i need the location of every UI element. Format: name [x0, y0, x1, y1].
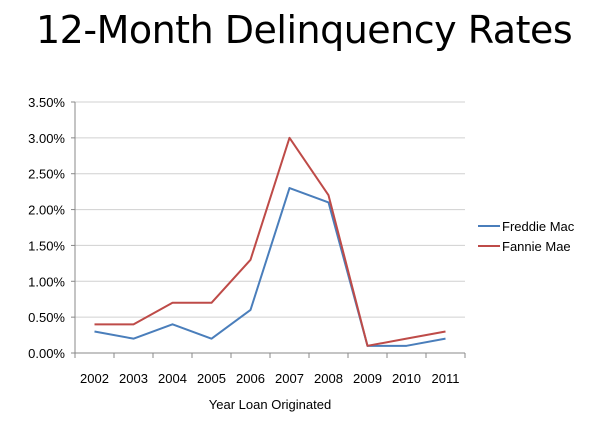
y-tick-label: 1.00% — [28, 274, 65, 289]
legend-label: Freddie Mac — [502, 219, 575, 234]
x-tick-label: 2008 — [314, 371, 343, 386]
x-tick-label: 2007 — [275, 371, 304, 386]
x-tick-label: 2006 — [236, 371, 265, 386]
x-tick-label: 2009 — [353, 371, 382, 386]
x-tick-label: 2002 — [80, 371, 109, 386]
legend-label: Fannie Mae — [502, 239, 571, 254]
y-tick-label: 2.00% — [28, 203, 65, 218]
x-axis-title: Year Loan Originated — [209, 397, 331, 412]
chart-title: 12-Month Delinquency Rates — [36, 8, 573, 52]
x-tick-label: 2011 — [432, 371, 460, 386]
y-tick-label: 1.50% — [28, 238, 65, 253]
x-tick-label: 2003 — [119, 371, 148, 386]
y-tick-label: 3.50% — [28, 95, 65, 110]
x-tick-label: 2010 — [392, 371, 421, 386]
x-tick-label: 2004 — [158, 371, 187, 386]
series-line-fannie-mae — [94, 136, 446, 347]
y-tick-label: 0.00% — [28, 346, 65, 361]
y-tick-label: 2.50% — [28, 167, 65, 182]
y-tick-label: 3.00% — [28, 131, 65, 146]
series-line-freddie-mac — [94, 187, 446, 347]
y-tick-label: 0.50% — [28, 310, 65, 325]
x-tick-label: 2005 — [197, 371, 226, 386]
